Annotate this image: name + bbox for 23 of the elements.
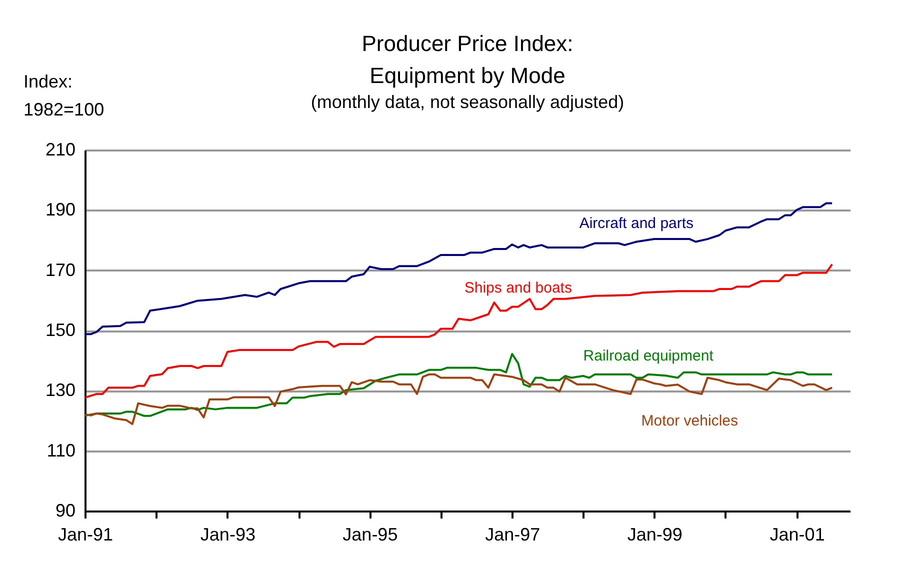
y-tick-label: 190 — [45, 200, 76, 220]
x-tick-label: Jan-01 — [770, 524, 825, 544]
line-series — [84, 373, 834, 426]
y-tick-label: 130 — [45, 380, 76, 400]
y-tick-label: 110 — [46, 440, 76, 460]
x-tick-label: Jan-99 — [627, 524, 682, 544]
y-tick-label: 90 — [55, 500, 76, 520]
y-axis-title: Index: 1982=100 — [24, 72, 104, 120]
y-tick-label: 210 — [45, 140, 76, 160]
x-tick-label: Jan-93 — [200, 524, 256, 544]
x-tick-label: Jan-91 — [58, 524, 114, 544]
series-label: Ships and boats — [464, 280, 572, 297]
y-tick-label: 150 — [45, 320, 76, 340]
chart-title: Producer Price Index: Equipment by Mode — [362, 31, 574, 88]
chart-subtitle: (monthly data, not seasonally adjusted) — [310, 92, 624, 112]
y-tick-label: 170 — [45, 260, 76, 280]
x-tick-label: Jan-97 — [485, 524, 540, 544]
series-label: Railroad equipment — [583, 347, 714, 364]
line-series — [84, 263, 834, 399]
series-label: Aircraft and parts — [579, 214, 694, 232]
line-series — [84, 202, 834, 336]
series-label: Motor vehicles — [641, 412, 738, 430]
x-tick-label: Jan-95 — [342, 524, 398, 544]
